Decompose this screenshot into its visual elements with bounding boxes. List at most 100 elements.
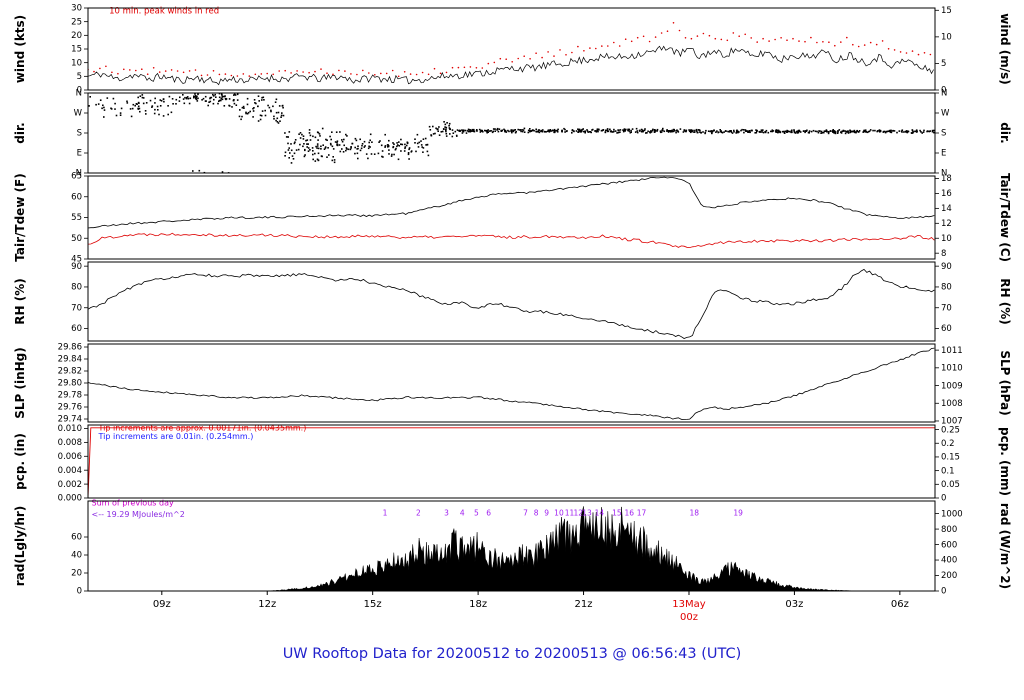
wind-series-group [88, 22, 934, 86]
temp-line-0 [88, 176, 935, 229]
y-axis-ticks-left: 29.74 29.76 29.78 29.80 29.82 29.84 29.86 [58, 343, 88, 425]
svg-text:29.78: 29.78 [58, 391, 82, 401]
figure-caption: UW Rooftop Data for 20200512 to 20200513… [282, 646, 742, 662]
svg-text:0.004: 0.004 [58, 466, 82, 476]
y-axis-ticks-right: 0 200 400 600 800 1000 [935, 509, 963, 597]
wind-line-0 [88, 45, 934, 86]
rad-area-0 [88, 506, 935, 591]
y-axis-ticks-left: 45 50 55 60 65 [71, 172, 88, 265]
hour-marker: 1 [383, 508, 388, 517]
panel-wind: 0 5 10 15 20 25 30 0 5 10 15 wind (kts) wind (m/s) 10… [13, 4, 1012, 96]
svg-text:5: 5 [941, 59, 946, 69]
svg-text:0.05: 0.05 [941, 480, 960, 490]
axis-label-left: Tair/Tdew (F) [13, 173, 27, 262]
svg-text:80: 80 [941, 283, 952, 293]
svg-text:90: 90 [941, 262, 952, 272]
svg-text:15: 15 [941, 6, 952, 16]
svg-text:12: 12 [941, 219, 952, 229]
svg-text:1007: 1007 [941, 417, 963, 427]
y-axis-ticks-right: 8 10 12 14 16 18 [935, 174, 952, 259]
temp-series-group [88, 176, 935, 249]
axis-label-left: wind (kts) [13, 15, 27, 83]
y-axis-ticks-left: 0.000 0.002 0.004 0.006 0.008 0.010 [58, 424, 88, 504]
axis-label-right: RH (%) [998, 278, 1012, 324]
svg-text:800: 800 [941, 525, 957, 535]
y-axis-ticks-right: 1007 1008 1009 1010 1011 [935, 346, 963, 427]
svg-text:40: 40 [71, 551, 82, 561]
svg-text:E: E [77, 149, 82, 159]
svg-text:1011: 1011 [941, 346, 963, 356]
svg-text:N: N [941, 169, 947, 179]
svg-text:45: 45 [71, 255, 82, 265]
svg-text:S: S [77, 129, 82, 139]
panel-bg [88, 262, 935, 341]
hour-marker: 5 [474, 508, 479, 517]
svg-text:1010: 1010 [941, 364, 963, 374]
svg-text:0.006: 0.006 [58, 452, 82, 462]
svg-text:70: 70 [941, 303, 952, 313]
svg-text:N: N [941, 89, 947, 99]
axis-label-right: pcp. (mm) [998, 427, 1012, 496]
svg-text:1009: 1009 [941, 381, 963, 391]
svg-text:5: 5 [77, 72, 82, 82]
rad-annotation: Sum of previous day [92, 499, 174, 508]
svg-text:W: W [74, 109, 83, 119]
svg-text:60: 60 [941, 324, 952, 334]
hour-marker: 3 [444, 508, 449, 517]
hour-marker: 7 [523, 508, 528, 517]
svg-text:8: 8 [941, 249, 946, 259]
x-tick-label-2: 00z [680, 612, 698, 623]
svg-text:N: N [76, 169, 82, 179]
svg-text:0.15: 0.15 [941, 453, 960, 463]
slp-series-group [88, 347, 935, 421]
svg-text:0.010: 0.010 [58, 424, 82, 434]
hour-marker: 6 [486, 508, 491, 517]
svg-text:S: S [941, 129, 946, 139]
rad-hour-markers: 1 2 3 4 5 6 7 8 9 10 11 12 13 14 15 16 17 18 19 [383, 508, 744, 517]
axis-label-left: RH (%) [13, 278, 27, 324]
svg-text:400: 400 [941, 556, 957, 566]
hour-marker: 4 [460, 508, 465, 517]
rh-line-0 [88, 268, 935, 339]
hour-marker: 12 [574, 508, 584, 517]
y-axis-ticks-left: 60 70 80 90 [71, 262, 88, 334]
pcp-line-0 [88, 427, 935, 498]
svg-text:29.86: 29.86 [58, 343, 82, 353]
svg-text:70: 70 [71, 303, 82, 313]
axis-label-left: dir. [13, 122, 27, 143]
svg-text:0.008: 0.008 [58, 438, 82, 448]
svg-text:29.82: 29.82 [58, 367, 82, 377]
wind-annotation: 10 min. peak winds in red [109, 6, 219, 16]
svg-text:29.84: 29.84 [58, 355, 82, 365]
svg-text:0: 0 [77, 86, 82, 96]
svg-text:10: 10 [941, 33, 952, 43]
svg-text:0.002: 0.002 [58, 480, 82, 490]
x-tick-label: 21z [575, 599, 593, 610]
svg-text:10: 10 [71, 58, 82, 68]
panel-border [87, 500, 936, 592]
dir-series-group [88, 93, 935, 173]
axis-label-left: SLP (inHg) [13, 347, 27, 419]
panel-slp: 29.7429.7629.7829.8029.8229.8429.8610071… [13, 343, 1012, 427]
slp-line-0 [88, 347, 935, 421]
axis-label-right: wind (m/s) [998, 13, 1012, 85]
x-tick-label: 18z [469, 599, 487, 610]
axis-label-left: pcp. (in) [13, 433, 27, 490]
axis-label-left: rad(Lgly/hr) [13, 506, 27, 587]
svg-text:0.25: 0.25 [941, 425, 960, 435]
panel-bg [88, 425, 935, 498]
axis-label-right: dir. [998, 122, 1012, 143]
svg-text:15: 15 [71, 45, 82, 55]
svg-text:W: W [941, 109, 950, 119]
x-tick-label: 13May [672, 599, 705, 610]
svg-text:0: 0 [941, 86, 946, 96]
x-tick-label: 06z [891, 599, 909, 610]
panel-bg [88, 344, 935, 422]
hour-marker: 19 [733, 508, 743, 517]
axis-label-right: Tair/Tdew (C) [998, 173, 1012, 262]
x-tick-label: 12z [258, 599, 276, 610]
hour-marker: 8 [534, 508, 539, 517]
svg-text:600: 600 [941, 540, 957, 550]
